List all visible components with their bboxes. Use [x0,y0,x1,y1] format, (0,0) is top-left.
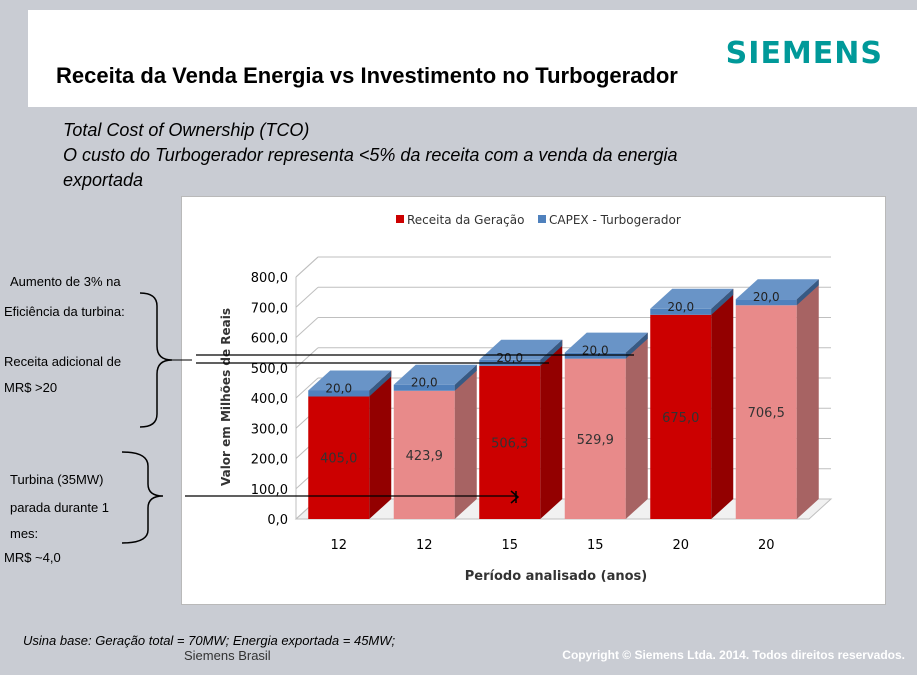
y-tick-label: 800,0 [251,271,288,286]
bar-capex [308,390,370,397]
bar-top [735,279,819,300]
bar-revenue [650,314,712,519]
chart-frame: 0,0 100,0 200,0 300,0 400,0 500,0 600,0 700,0 80… [181,196,886,605]
x-tick-label: 15 [587,538,604,553]
subtitle: Total Cost of Ownership (TCO) O custo do… [63,118,823,193]
footer-org: Siemens Brasil [184,648,271,663]
y-axis-label: Valor em Milhões de Reais [219,308,233,486]
bar-capex [650,308,712,315]
data-label-capex: 20,0 [753,290,780,304]
arrow-head-downtime [510,490,520,504]
bar-capex [735,299,797,306]
bar-side [369,370,392,519]
copyright: Copyright © Siemens Ltda. 2014. Todos di… [562,648,905,662]
bar-capex-side [369,370,392,397]
x-axis-label: Período analisado (anos) [465,569,647,584]
annotation-downtime-line-1: Turbina (35MW) [10,472,104,487]
bar-top [564,332,648,353]
x-tick-label: 20 [672,538,689,553]
bar-chart: 0,0 100,0 200,0 300,0 400,0 500,0 600,0 700,0 80… [219,213,833,584]
gridline-depth [295,317,319,338]
bar-capex-side [540,339,563,366]
brace-efficiency [139,292,173,428]
annotation-downtime-line-4: MR$ ~4,0 [4,550,61,565]
data-label-revenue: 529,9 [577,433,614,448]
y-tick-label: 600,0 [251,332,288,347]
x-tick-label: 20 [758,538,775,553]
bar-capex-side [625,332,648,359]
y-tick-label: 200,0 [251,453,288,468]
bar-capex [393,384,455,391]
bar-revenue [735,305,797,519]
y-tick-label: 500,0 [251,362,288,377]
legend-swatch-2 [538,215,546,223]
siemens-logo: SIEMENS [725,36,883,71]
bar-side [796,279,819,519]
gridline-depth [295,377,319,399]
bar-top [650,288,734,309]
bar-capex [564,352,626,359]
bar-side [625,332,648,519]
header-band: SIEMENS Receita da Venda Energia vs Inve… [28,10,917,107]
page-title: Receita da Venda Energia vs Investimento… [56,63,678,88]
data-label-revenue: 405,0 [320,452,357,467]
legend-label-2: CAPEX - Turbogerador [549,213,681,227]
bar-capex-side [454,364,477,391]
data-label-capex: 20,0 [667,300,694,314]
annotation-efficiency-line-3: Receita adicional de [4,354,122,369]
x-tick-label: 12 [330,538,347,553]
legend-swatch-1 [396,215,404,223]
data-label-revenue: 506,3 [491,436,528,451]
x-tick-label: 15 [501,538,518,553]
bar-revenue [393,390,455,519]
bar-revenue [479,365,541,519]
x-tick-label: 12 [416,538,433,553]
bar-revenue [308,396,370,519]
gridline-depth [295,256,319,278]
bar-top [308,370,392,391]
y-tick-label: 0,0 [267,513,288,528]
bar-side [711,288,734,519]
subtitle-line-1: Total Cost of Ownership (TCO) [63,120,310,140]
gridline-depth [295,347,319,369]
annotation-efficiency-line-2: Eficiência da turbina: [4,304,125,319]
subtitle-line-2: O custo do Turbogerador representa <5% d… [63,145,678,165]
y-tick-label: 700,0 [251,301,288,316]
annotation-efficiency-line-4: MR$ >20 [4,380,58,395]
data-label-capex: 20,0 [325,381,352,395]
annotation-downtime-line-3: mes: [10,526,39,541]
y-tick-label: 300,0 [251,422,288,437]
data-label-capex: 20,0 [496,351,523,365]
annotation-downtime-line-2: parada durante 1 [10,500,110,515]
data-label-capex: 20,0 [411,376,438,390]
annotation-efficiency-line-1: Aumento de 3% na [10,274,121,289]
y-tick-label: 400,0 [251,392,288,407]
data-label-revenue: 706,5 [748,406,785,421]
data-label-capex: 20,0 [582,344,609,358]
legend-label-1: Receita da Geração [407,213,524,227]
footer-note: Usina base: Geração total = 70MW; Energi… [23,633,396,648]
bar-side [454,364,477,519]
bar-capex-side [796,279,819,306]
y-tick-label: 100,0 [251,483,288,498]
gridline-depth [295,286,319,308]
bar-side [540,339,563,519]
bar-top [393,364,477,385]
brace-downtime [121,451,164,544]
subtitle-line-3: exportada [63,170,144,190]
bar-capex-side [711,288,734,315]
data-label-revenue: 423,9 [406,449,443,464]
bar-revenue [564,358,626,519]
data-label-revenue: 675,0 [662,411,699,426]
